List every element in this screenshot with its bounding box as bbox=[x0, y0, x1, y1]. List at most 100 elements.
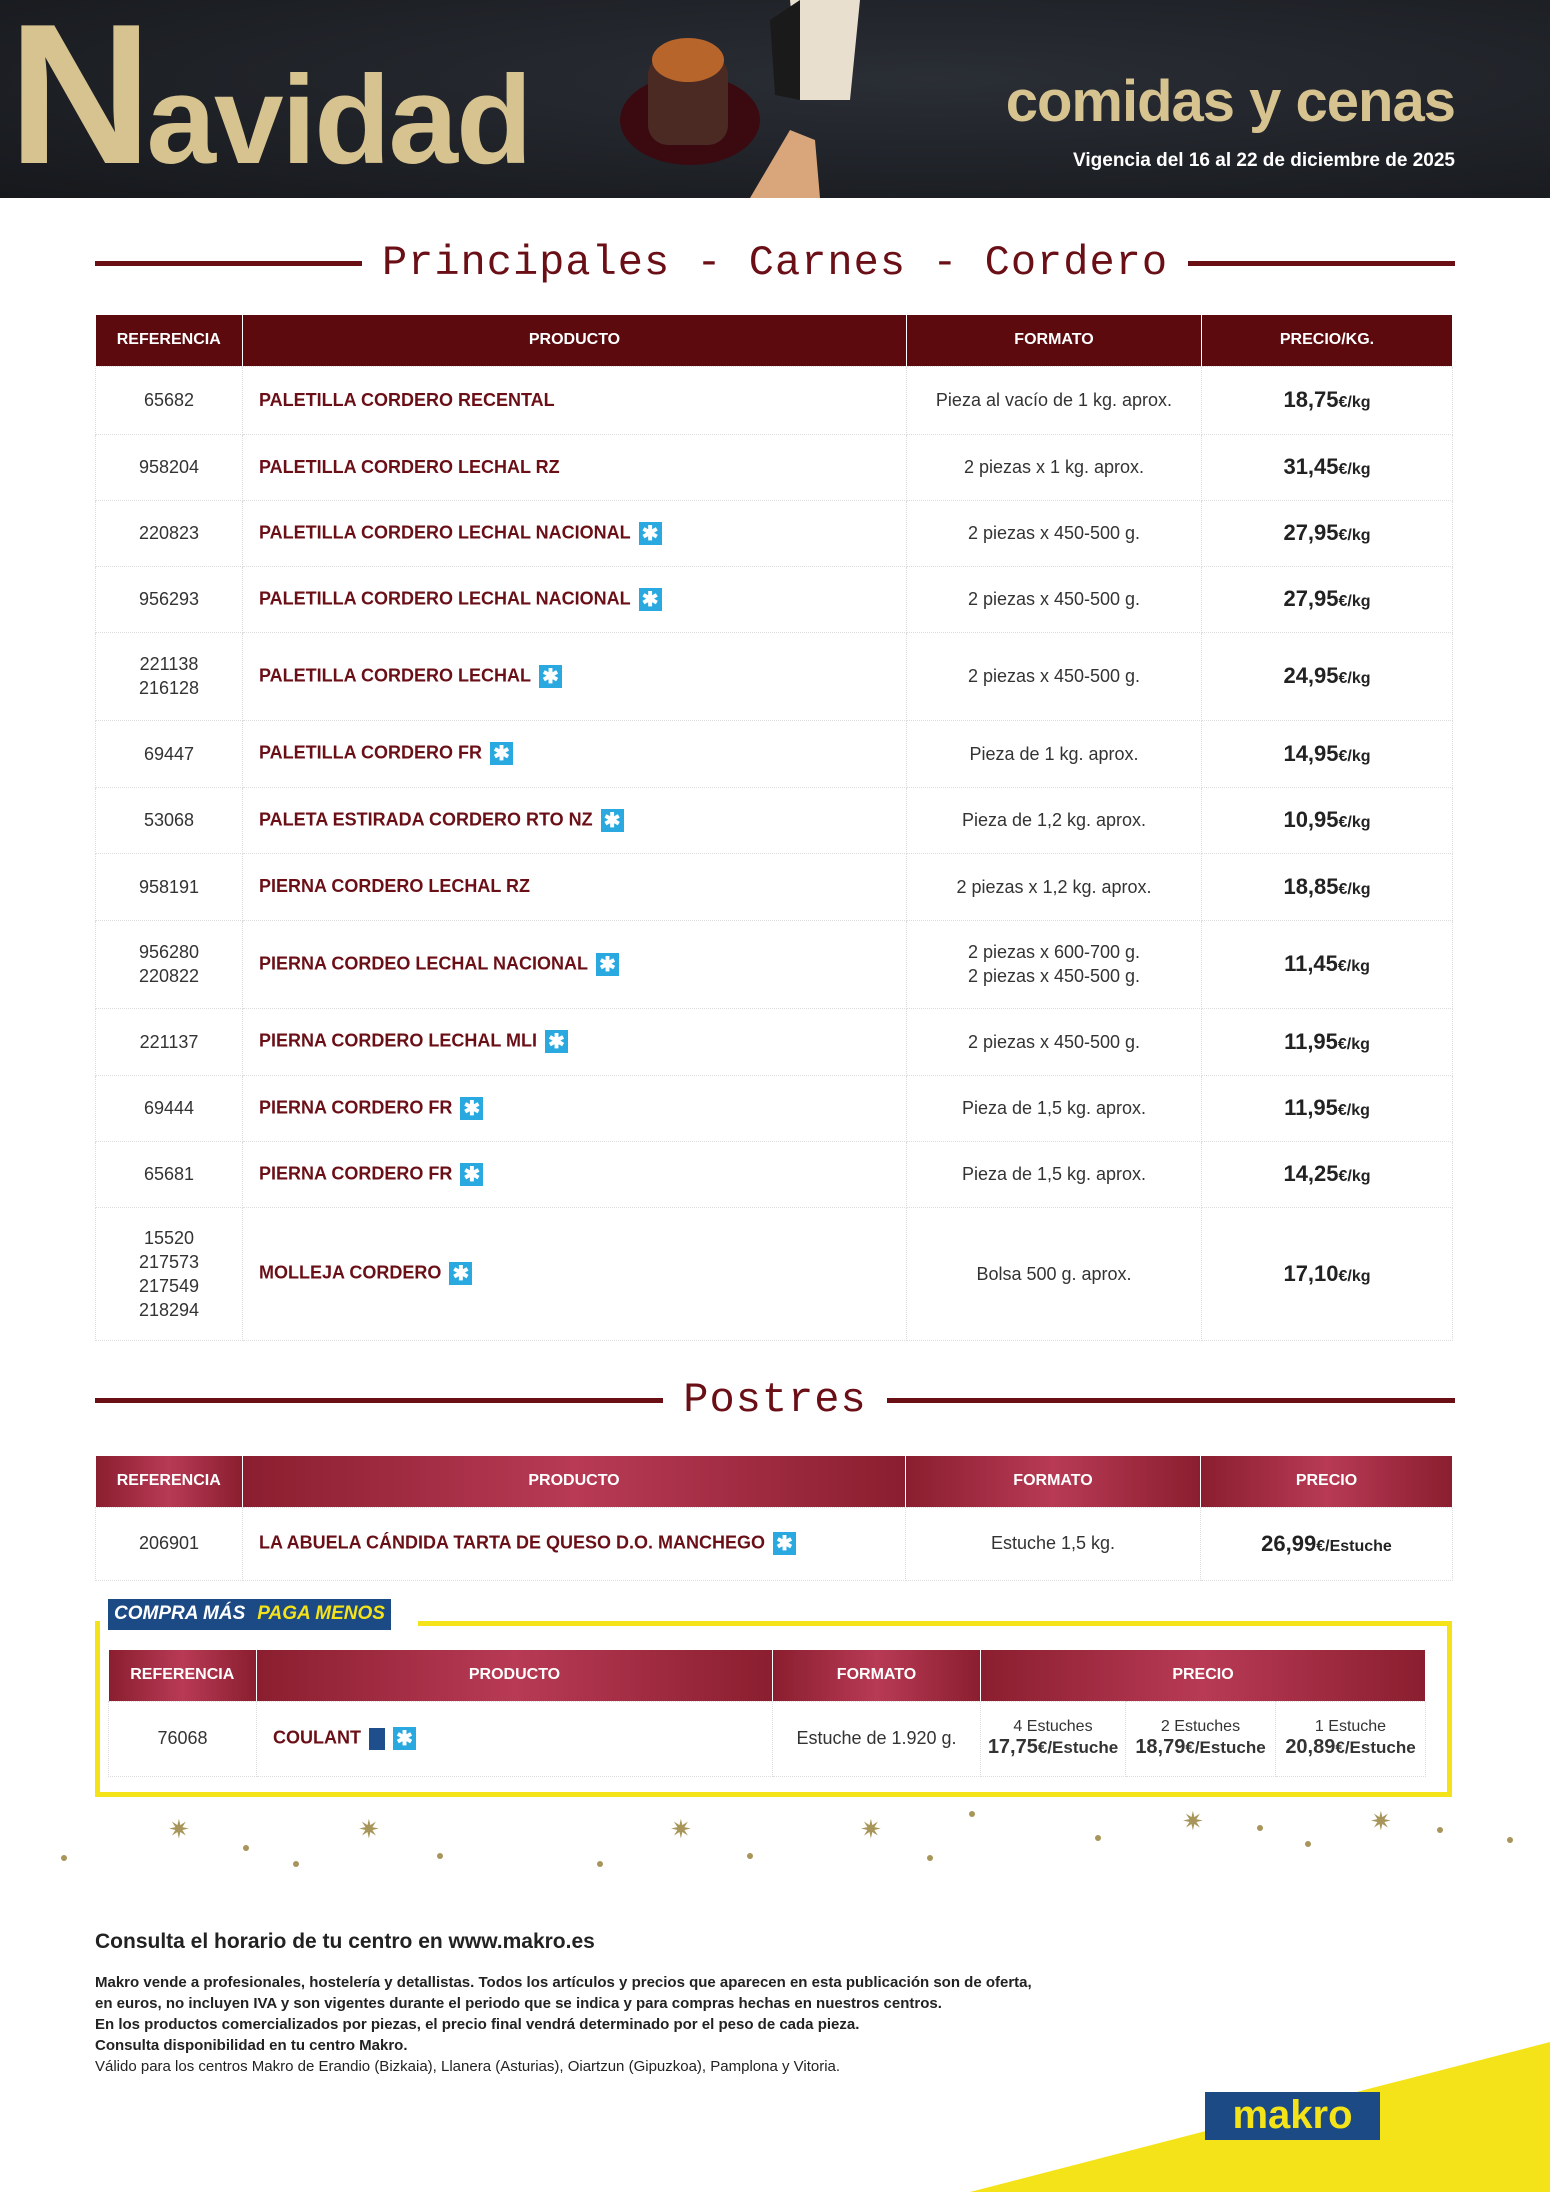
ref-cell: 958191 bbox=[95, 852, 243, 921]
col-header: REFERENCIA bbox=[95, 315, 243, 366]
product-cell: PALETILLA CORDERO LECHAL ✱ bbox=[242, 631, 907, 721]
validity-dates: Vigencia del 16 al 22 de diciembre de 20… bbox=[1073, 150, 1455, 171]
format-cell: 2 piezas x 450-500 g. bbox=[906, 631, 1202, 721]
price-cell: 11,45€/kg bbox=[1201, 919, 1453, 1009]
price-cell: 11,95€/kg bbox=[1201, 1074, 1453, 1142]
price-cell: 18,85€/kg bbox=[1201, 852, 1453, 921]
postres-table: REFERENCIA PRODUCTO FORMATO PRECIO 20690… bbox=[95, 1456, 1453, 1581]
ref-cell: 958204 bbox=[95, 433, 243, 501]
product-cell: PIERNA CORDERO LECHAL RZ bbox=[242, 852, 907, 921]
col-header: REFERENCIA bbox=[95, 1456, 243, 1507]
col-header: FORMATO bbox=[905, 1456, 1201, 1507]
format-cell: 2 piezas x 450-500 g. bbox=[906, 565, 1202, 633]
table-row: 958191 PIERNA CORDERO LECHAL RZ 2 piezas… bbox=[95, 852, 1453, 921]
col-header: REFERENCIA bbox=[108, 1650, 257, 1701]
ref-cell: 69444 bbox=[95, 1074, 243, 1142]
ref-cell: 65681 bbox=[95, 1140, 243, 1208]
frozen-icon: ✱ bbox=[545, 1030, 569, 1053]
col-header: PRECIO bbox=[1200, 1456, 1453, 1507]
product-cell: PIERNA CORDERO FR ✱ bbox=[242, 1140, 907, 1208]
price-cell: 24,95€/kg bbox=[1201, 631, 1453, 721]
price-cell: 31,45€/kg bbox=[1201, 433, 1453, 501]
product-cell: PALETA ESTIRADA CORDERO RTO NZ ✱ bbox=[242, 786, 907, 854]
table-row: 76068 COULANT ✱ Estuche de 1.920 g. 4 Est… bbox=[108, 1700, 1426, 1777]
header-subtitle: comidas y cenas bbox=[1005, 69, 1456, 134]
format-cell: Estuche 1,5 kg. bbox=[905, 1506, 1201, 1581]
section-title-cordero: Principales - Carnes - Cordero bbox=[95, 239, 1455, 287]
format-cell: Estuche de 1.920 g. bbox=[772, 1700, 981, 1777]
section-title-postres: Postres bbox=[95, 1376, 1455, 1424]
format-cell: 2 piezas x 600-700 g. 2 piezas x 450-500… bbox=[906, 919, 1202, 1009]
footer-heading: Consulta el horario de tu centro en www.… bbox=[95, 1930, 595, 1953]
table-row: 221137 PIERNA CORDERO LECHAL MLI ✱ 2 piez… bbox=[95, 1007, 1453, 1076]
price-cell: 26,99€/Estuche bbox=[1200, 1506, 1453, 1581]
product-cell: PALETILLA CORDERO LECHAL NACIONAL ✱ bbox=[242, 499, 907, 567]
col-header: PRODUCTO bbox=[242, 315, 907, 366]
ref-cell: 206901 bbox=[95, 1506, 243, 1581]
price-cell: 14,95€/kg bbox=[1201, 719, 1453, 788]
col-header: PRECIO/KG. bbox=[1201, 315, 1453, 366]
legal-line: Makro vende a profesionales, hostelería … bbox=[95, 1974, 1032, 1991]
frozen-icon: ✱ bbox=[460, 1096, 484, 1120]
legal-line: en euros, no incluyen IVA y son vigentes… bbox=[95, 1995, 942, 2012]
format-cell: 2 piezas x 450-500 g. bbox=[906, 1007, 1202, 1076]
promo-table: REFERENCIA PRODUCTO FORMATO PRECIO 76068… bbox=[108, 1650, 1426, 1777]
frozen-icon: ✱ bbox=[600, 808, 624, 832]
price-cell: 14,25€/kg bbox=[1201, 1140, 1453, 1208]
tier-price-cell: 1 Estuche 20,89€/Estuche bbox=[1275, 1700, 1426, 1777]
price-cell: 10,95€/kg bbox=[1201, 786, 1453, 854]
format-cell: Bolsa 500 g. aprox. bbox=[906, 1206, 1202, 1341]
header-banner: Navidad comidas y cenas Vigencia del 16 … bbox=[0, 0, 1550, 198]
format-cell: Pieza de 1,5 kg. aprox. bbox=[906, 1074, 1202, 1142]
table-row: 206901 LA ABUELA CÁNDIDA TARTA DE QUESO … bbox=[95, 1506, 1453, 1581]
svg-text:✷: ✷ bbox=[860, 1815, 882, 1845]
table-row: 69447 PALETILLA CORDERO FR ✱ Pieza de 1 k… bbox=[95, 719, 1453, 788]
product-cell: PALETILLA CORDERO RECENTAL bbox=[242, 365, 907, 435]
frozen-icon: ✱ bbox=[460, 1162, 484, 1186]
frozen-icon: ✱ bbox=[773, 1532, 796, 1555]
ref-cell: 65682 bbox=[95, 365, 243, 435]
price-cell: 27,95€/kg bbox=[1201, 499, 1453, 567]
price-cell: 11,95€/kg bbox=[1201, 1007, 1453, 1076]
frozen-icon: ✱ bbox=[449, 1262, 473, 1285]
product-cell: PALETILLA CORDERO LECHAL RZ bbox=[242, 433, 907, 501]
table-row: 958204 PALETILLA CORDERO LECHAL RZ 2 pie… bbox=[95, 433, 1453, 501]
product-cell: PIERNA CORDERO FR ✱ bbox=[242, 1074, 907, 1142]
frozen-icon: ✱ bbox=[539, 664, 562, 688]
format-cell: Pieza de 1,5 kg. aprox. bbox=[906, 1140, 1202, 1208]
ref-cell: 956280 220822 bbox=[95, 919, 243, 1009]
legal-line: Consulta disponibilidad en tu centro Mak… bbox=[95, 2037, 408, 2054]
table-row: 65681 PIERNA CORDERO FR ✱ Pieza de 1,5 kg… bbox=[95, 1140, 1453, 1208]
frozen-icon: ✱ bbox=[393, 1727, 416, 1750]
svg-text:✷: ✷ bbox=[1370, 1808, 1392, 1837]
svg-text:✷: ✷ bbox=[1182, 1808, 1204, 1837]
price-cell: 17,10€/kg bbox=[1201, 1206, 1453, 1341]
ref-cell: 69447 bbox=[95, 719, 243, 788]
product-cell: PIERNA CORDERO LECHAL MLI ✱ bbox=[242, 1007, 907, 1076]
svg-text:✷: ✷ bbox=[670, 1815, 692, 1845]
svg-text:✷: ✷ bbox=[358, 1815, 380, 1845]
svg-text:✷: ✷ bbox=[168, 1815, 190, 1845]
col-header: FORMATO bbox=[772, 1650, 981, 1701]
price-cell: 18,75€/kg bbox=[1201, 365, 1453, 435]
product-cell: MOLLEJA CORDERO ✱ bbox=[242, 1206, 907, 1341]
table-row: 69444 PIERNA CORDERO FR ✱ Pieza de 1,5 kg… bbox=[95, 1074, 1453, 1142]
legal-line: En los productos comercializados por pie… bbox=[95, 2016, 860, 2033]
makro-logo: makro bbox=[1205, 2092, 1380, 2140]
product-cell: COULANT ✱ bbox=[256, 1700, 773, 1777]
legal-line: Válido para los centros Makro de Erandio… bbox=[95, 2058, 841, 2075]
product-cell: LA ABUELA CÁNDIDA TARTA DE QUESO D.O. MA… bbox=[242, 1506, 906, 1581]
tier-price-cell: 2 Estuches 18,79€/Estuche bbox=[1125, 1700, 1276, 1777]
decorative-stars: ✷ ✷ ✷ ✷ ✷ ✷ bbox=[61, 1808, 1513, 1867]
ref-cell: 956293 bbox=[95, 565, 243, 633]
table-row: 53068 PALETA ESTIRADA CORDERO RTO NZ ✱ Pi… bbox=[95, 786, 1453, 854]
chef-logo-icon bbox=[369, 1727, 385, 1750]
product-cell: PALETILLA CORDERO FR ✱ bbox=[242, 719, 907, 788]
ref-cell: 15520 217573 217549 218294 bbox=[95, 1206, 243, 1341]
col-header: PRODUCTO bbox=[242, 1456, 906, 1507]
col-header: FORMATO bbox=[906, 315, 1202, 366]
header-title: Navidad bbox=[8, 0, 532, 198]
product-cell: PALETILLA CORDERO LECHAL NACIONAL ✱ bbox=[242, 565, 907, 633]
promo-badge: COMPRA MÁS PAGA MENOS bbox=[108, 1599, 391, 1630]
ref-cell: 76068 bbox=[108, 1700, 257, 1777]
